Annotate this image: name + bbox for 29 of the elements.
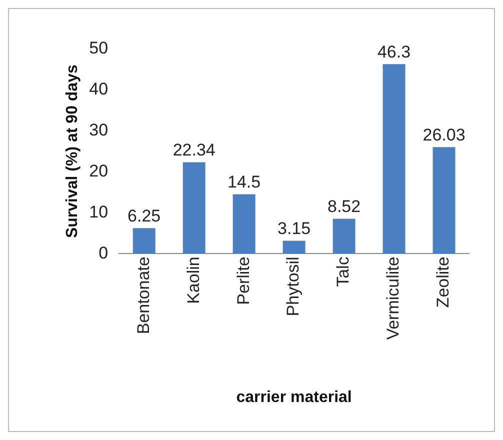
data-label: 22.34 (172, 140, 216, 160)
y-tick-label: 40 (89, 80, 108, 99)
y-tick-label: 50 (89, 38, 108, 58)
bar (432, 147, 456, 254)
y-tick-label: 30 (89, 120, 108, 140)
bar (282, 240, 306, 254)
bar (332, 218, 356, 254)
data-label: 46.3 (377, 42, 411, 62)
y-axis-title: Survival (%) at 90 days (64, 64, 82, 238)
bar (132, 228, 156, 254)
x-axis-title: carrier material (236, 388, 352, 406)
data-label: 6.25 (128, 206, 161, 226)
data-label: 3.15 (278, 218, 311, 238)
x-tick-label: Bentonate (134, 256, 153, 334)
x-tick-label: Phytosil (284, 256, 303, 316)
x-tick-label: Kaolin (184, 256, 203, 304)
bar (182, 162, 206, 254)
x-tick-label: Perlite (234, 256, 253, 305)
x-tick-label: Zeolite (434, 256, 453, 308)
x-tick-label: Vermiculite (384, 256, 403, 340)
y-tick-label: 20 (89, 161, 108, 180)
x-tick-label: Talc (334, 256, 353, 287)
data-label: 8.52 (327, 196, 361, 216)
y-tick-label: 0 (98, 243, 108, 262)
data-label: 26.03 (422, 125, 466, 144)
bar (382, 64, 406, 254)
bar (232, 194, 256, 254)
y-tick-label: 10 (89, 202, 108, 222)
data-label: 14.5 (228, 172, 261, 192)
